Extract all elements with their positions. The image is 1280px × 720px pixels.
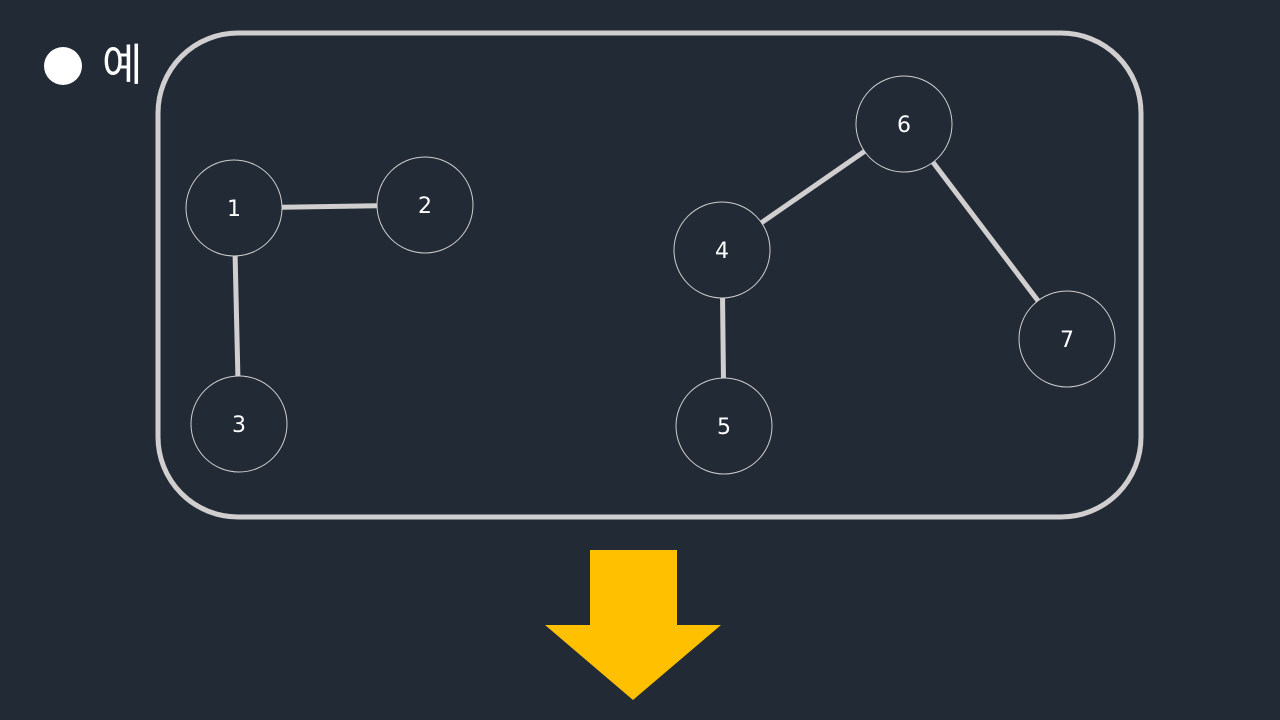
node-circle	[855, 75, 953, 173]
node-label: 6	[897, 113, 911, 138]
edges-layer	[232, 149, 1040, 379]
graph-node-6: 6	[855, 75, 953, 173]
graph-node-5: 5	[675, 377, 773, 475]
edge-4-5	[720, 297, 726, 379]
node-label: 7	[1060, 328, 1074, 353]
edge-4-6	[760, 149, 866, 225]
node-circle	[675, 377, 773, 475]
node-label: 5	[717, 415, 731, 440]
graph-node-7: 7	[1018, 290, 1116, 388]
node-label: 4	[715, 239, 729, 264]
node-label: 2	[418, 194, 432, 219]
node-circle	[1018, 290, 1116, 388]
graph-node-3: 3	[190, 375, 288, 473]
node-label: 3	[232, 413, 246, 438]
nodes-layer: 1 2 3 4 5 6 7	[185, 75, 1116, 475]
graph-node-1: 1	[185, 159, 283, 257]
node-circle	[673, 201, 771, 299]
bullet-text: 예	[102, 40, 143, 91]
edge-1-2	[281, 203, 378, 210]
node-circle	[190, 375, 288, 473]
graph-frame	[155, 30, 1144, 520]
node-circle	[376, 156, 474, 254]
graph-node-2: 2	[376, 156, 474, 254]
node-label: 1	[227, 197, 241, 222]
graph-node-4: 4	[673, 201, 771, 299]
bullet-item: 예	[44, 34, 142, 98]
edge-6-7	[931, 160, 1040, 303]
bullet-dot-icon	[44, 47, 82, 85]
down-arrow-icon	[545, 550, 721, 700]
node-circle	[185, 159, 283, 257]
edge-1-3	[232, 255, 241, 377]
